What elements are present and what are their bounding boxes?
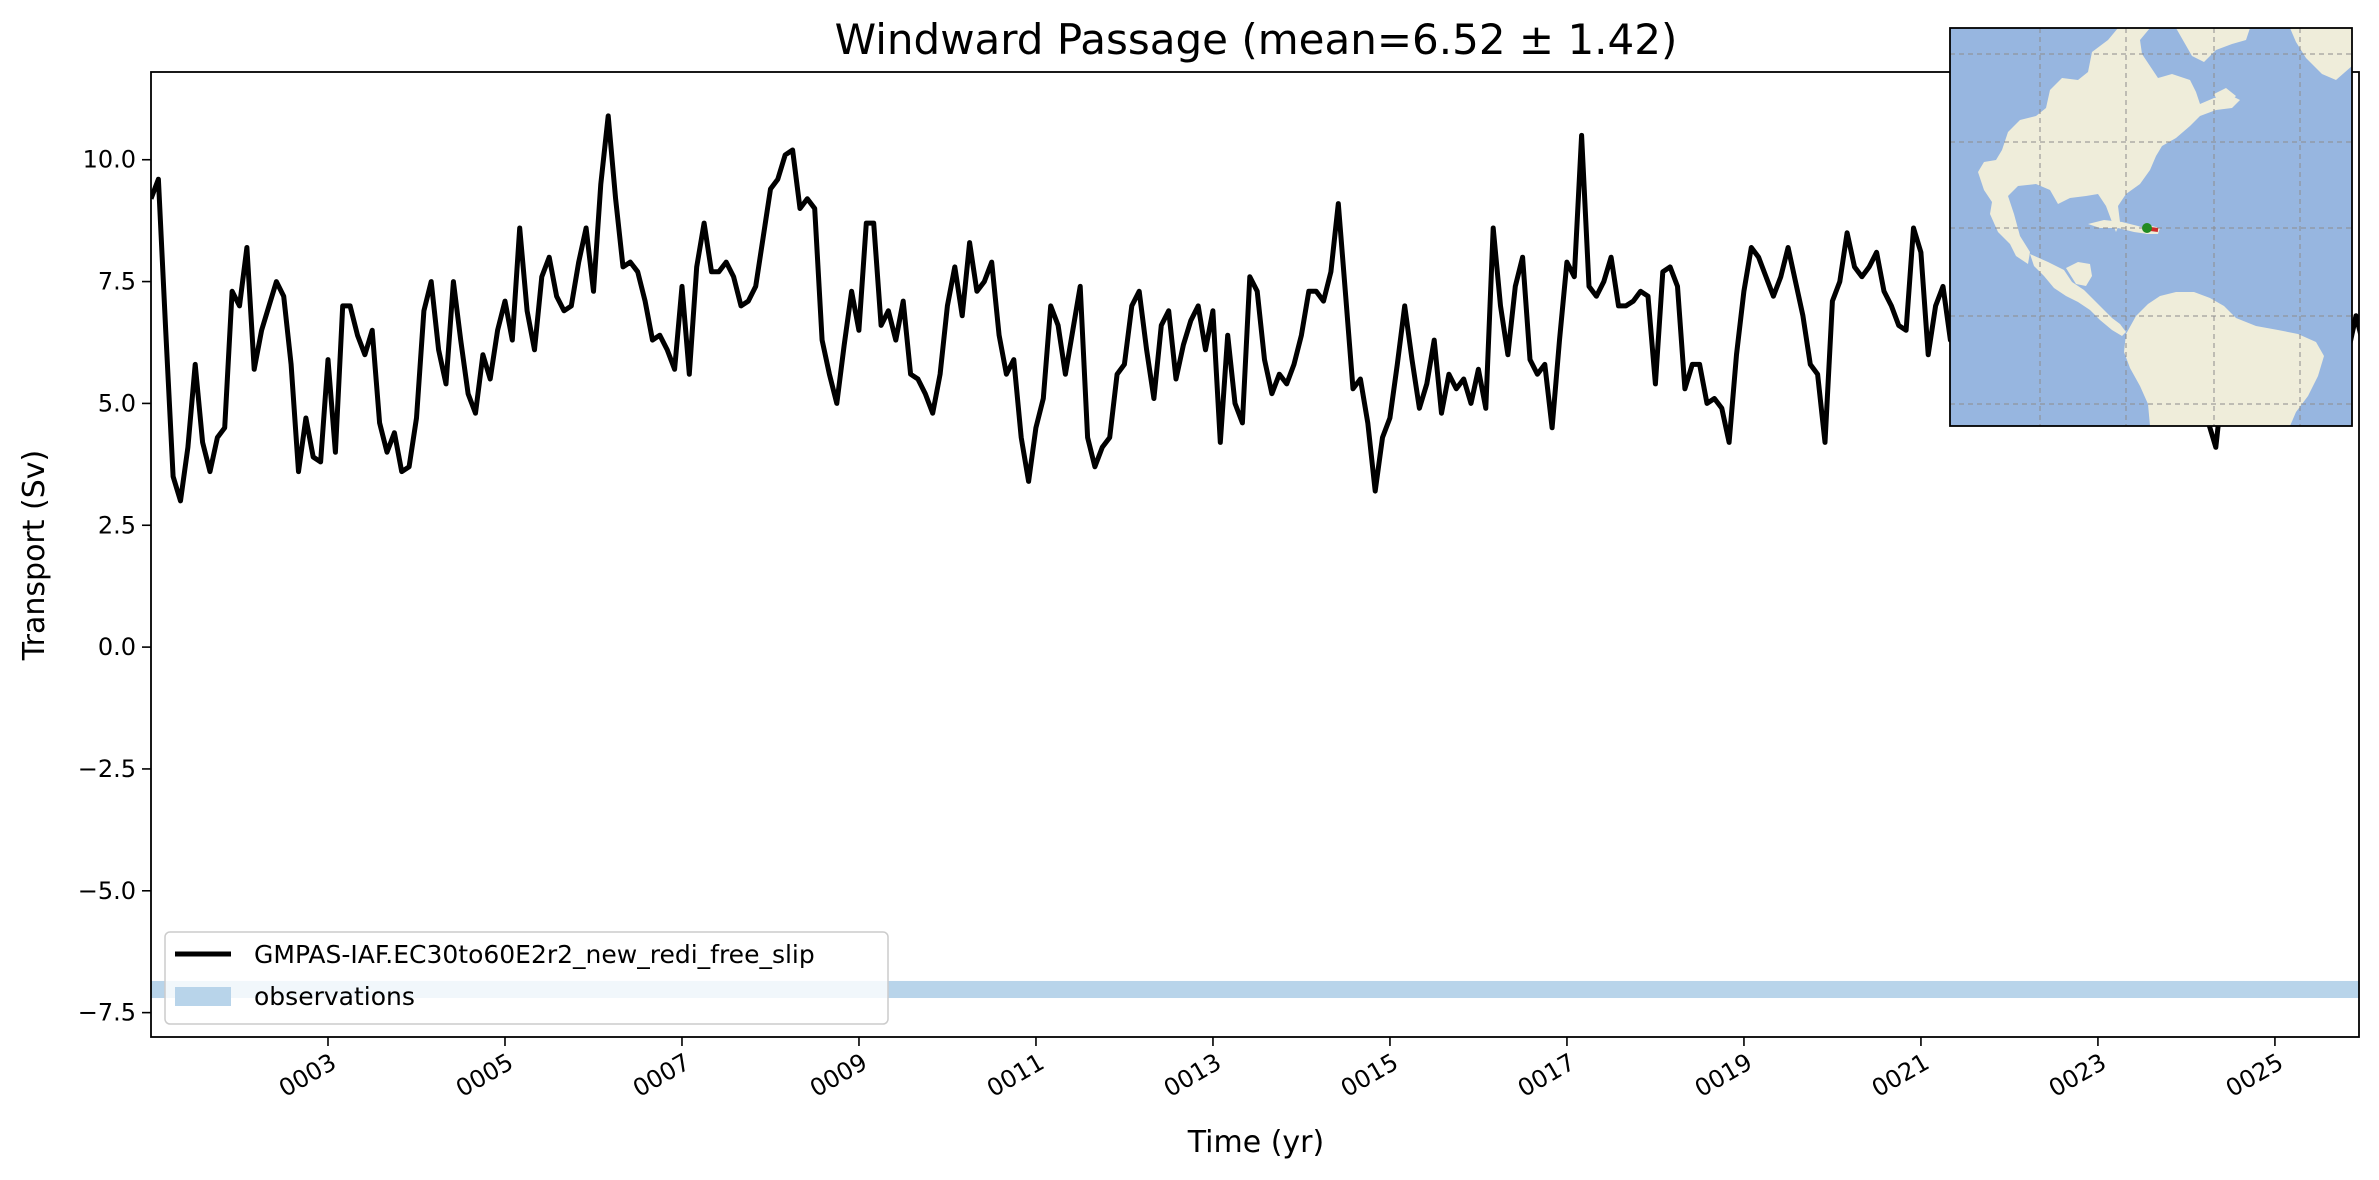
- x-tick-label: 0003: [274, 1048, 341, 1103]
- y-tick-label: 7.5: [98, 268, 136, 296]
- land-cuba: [2088, 220, 2150, 234]
- land-south-america: [2124, 292, 2324, 426]
- x-axis-title: Time (yr): [1187, 1125, 1324, 1160]
- legend-label-observations: observations: [254, 982, 415, 1011]
- legend: GMPAS-IAF.EC30to60E2r2_new_redi_free_sli…: [164, 931, 889, 1025]
- y-tick-label: 10.0: [83, 146, 136, 174]
- y-tick-label: 2.5: [98, 511, 136, 539]
- x-tick-label: 0025: [2221, 1048, 2288, 1103]
- inset-map: [1949, 27, 2353, 427]
- x-tick-label: 0005: [451, 1048, 518, 1103]
- land-north-america: [1950, 28, 2240, 264]
- legend-box: [164, 931, 889, 1025]
- x-tick-label: 0015: [1336, 1048, 1403, 1103]
- land-yucatan: [2066, 262, 2092, 286]
- y-tick-label: −7.5: [78, 999, 136, 1027]
- x-axis: 0003 0005 0007 0009 0011 0013 0015 0017 0019 0021…: [274, 1037, 2288, 1103]
- y-tick-label: 5.0: [98, 389, 136, 417]
- land-newfoundland: [2214, 88, 2236, 104]
- x-tick-label: 0013: [1159, 1048, 1226, 1103]
- x-tick-label: 0021: [1867, 1048, 1934, 1103]
- x-tick-label: 0007: [628, 1048, 695, 1103]
- x-tick-label: 0023: [2044, 1048, 2111, 1103]
- x-tick-label: 0019: [1690, 1048, 1757, 1103]
- y-tick-label: −2.5: [78, 755, 136, 783]
- x-tick-label: 0011: [982, 1048, 1049, 1103]
- land-central-america: [2030, 254, 2126, 336]
- y-tick-label: −5.0: [78, 877, 136, 905]
- x-tick-label: 0009: [805, 1048, 872, 1103]
- y-tick-label: 0.0: [98, 633, 136, 661]
- transect-marker: [2142, 223, 2152, 233]
- chart-title: Windward Passage (mean=6.52 ± 1.42): [835, 15, 1678, 64]
- y-axis: −7.5 −5.0 −2.5 0.0 2.5 5.0 7.5 10.0: [78, 146, 151, 1027]
- legend-swatch-observations: [175, 987, 231, 1006]
- legend-label-model: GMPAS-IAF.EC30to60E2r2_new_redi_free_sli…: [254, 940, 815, 969]
- plot-frame: [150, 71, 2360, 1038]
- x-tick-label: 0017: [1513, 1048, 1580, 1103]
- map-frame: [1949, 27, 2353, 427]
- y-axis-title: Transport (Sv): [17, 450, 52, 662]
